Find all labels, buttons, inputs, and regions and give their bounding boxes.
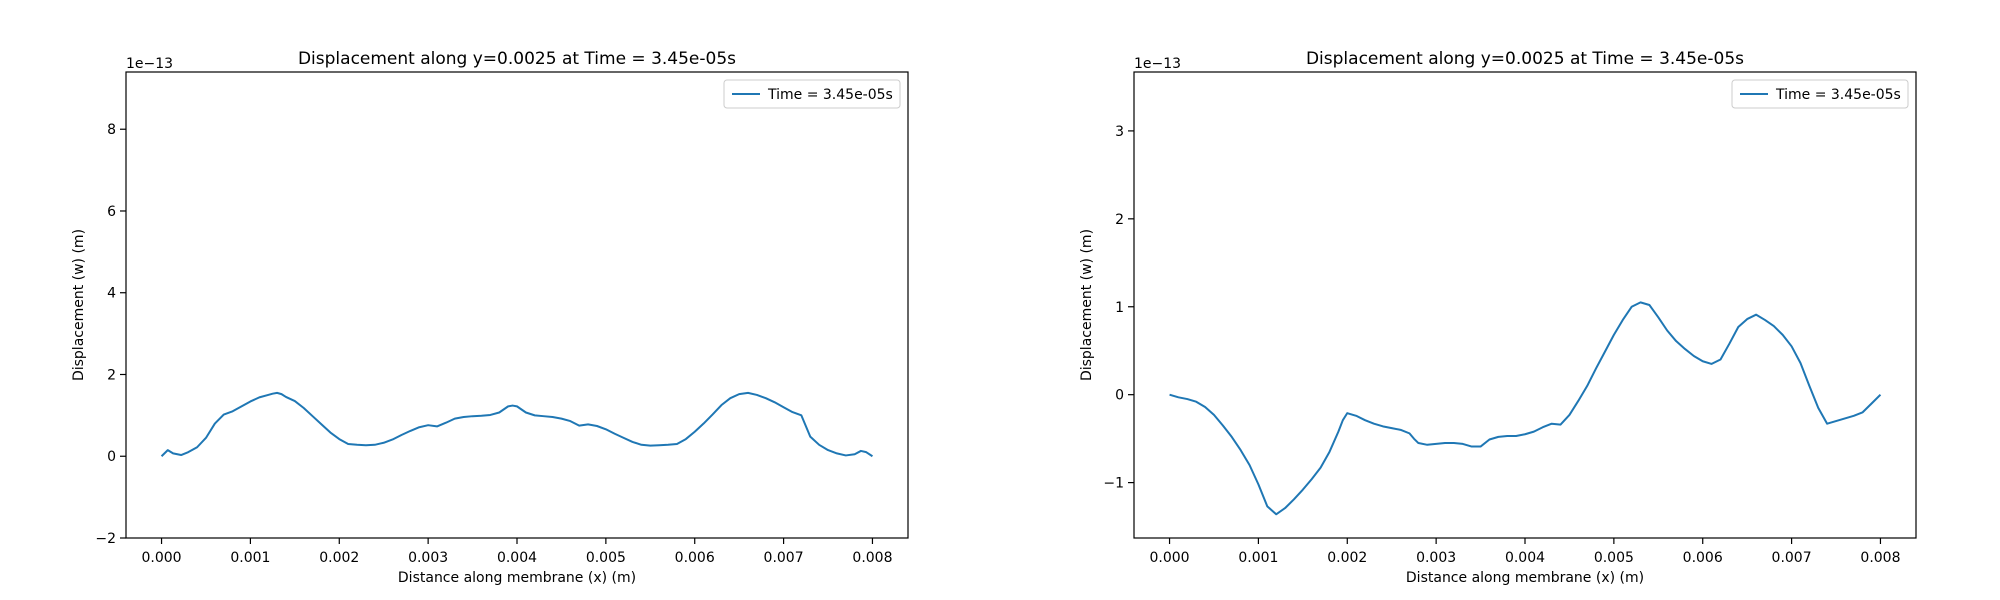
x-tick-label: 0.006	[675, 550, 715, 566]
x-tick-label: 0.002	[319, 550, 359, 566]
legend-box	[1731, 79, 1909, 109]
chart-panel-1: 0.000 0.001 0.002 0.003 0.004 0.005 0.006 0.007…	[71, 49, 909, 586]
x-tick-label: 0.002	[1327, 550, 1367, 566]
x-tick-label: 0.000	[141, 550, 181, 566]
chart-title: Displacement along y=0.0025 at Time = 3.…	[298, 49, 736, 69]
legend-entry-label: Time = 3.45e-05s	[767, 87, 893, 103]
x-tick-label: 0.008	[1860, 550, 1900, 566]
x-axis-label: Distance along membrane (x) (m)	[1406, 570, 1644, 586]
x-axis-label: Distance along membrane (x) (m)	[398, 570, 636, 586]
x-tick-label: 0.001	[1238, 550, 1278, 566]
x-tick-label: 0.004	[1505, 550, 1545, 566]
y-tick-label: −2	[95, 531, 116, 547]
y-axis-label: Displacement (w) (m)	[1079, 229, 1095, 381]
y-tick-label: −1	[1103, 476, 1124, 492]
x-tick-label: 0.001	[230, 550, 270, 566]
series-line-1	[160, 391, 873, 458]
x-tick-label: 0.008	[852, 550, 892, 566]
legend-entry-label: Time = 3.45e-05s	[1775, 87, 1901, 103]
y-tick-label: 2	[1115, 212, 1124, 228]
x-tick-label: 0.005	[586, 550, 626, 566]
chart-panel-2: 0.000 0.001 0.002 0.003 0.004 0.005 0.006 0.007…	[1079, 49, 1917, 586]
y-offset-label: 1e−13	[1134, 56, 1181, 72]
y-axis-label: Displacement (w) (m)	[71, 229, 87, 381]
x-tick-label: 0.006	[1683, 550, 1723, 566]
plot-area-frame	[125, 71, 909, 539]
x-tick-label: 0.003	[1416, 550, 1456, 566]
series-line-1	[1169, 301, 1882, 516]
y-tick-label: 6	[107, 204, 116, 220]
y-tick-label: 8	[107, 122, 116, 138]
y-tick-label: 1	[1115, 300, 1124, 316]
x-tick-label: 0.000	[1149, 550, 1189, 566]
legend-box	[723, 79, 901, 109]
chart-title: Displacement along y=0.0025 at Time = 3.…	[1306, 49, 1744, 69]
y-tick-label: 0	[1115, 388, 1124, 404]
y-tick-label: 3	[1115, 124, 1124, 140]
x-tick-label: 0.007	[764, 550, 804, 566]
x-tick-label: 0.003	[408, 550, 448, 566]
x-tick-label: 0.004	[497, 550, 537, 566]
y-tick-label: 2	[107, 367, 116, 383]
x-tick-label: 0.005	[1594, 550, 1634, 566]
y-tick-label: 0	[107, 449, 116, 465]
y-offset-label: 1e−13	[126, 56, 173, 72]
x-tick-label: 0.007	[1772, 550, 1812, 566]
y-tick-label: 4	[107, 286, 116, 302]
